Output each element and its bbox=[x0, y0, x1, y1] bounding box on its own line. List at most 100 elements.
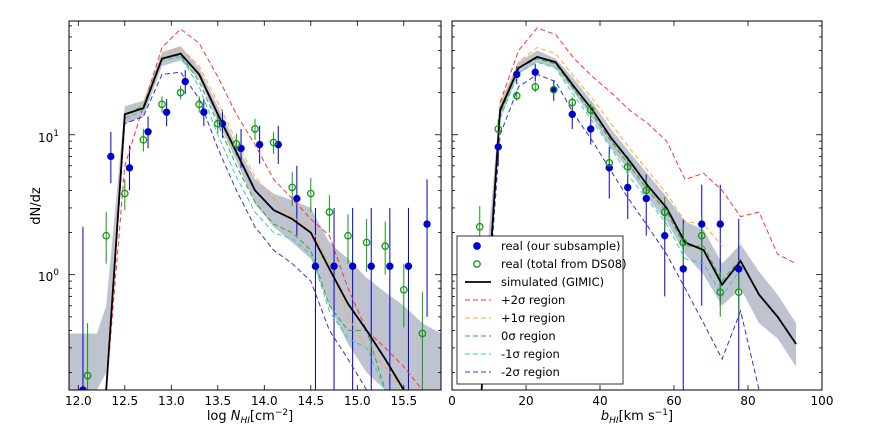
green-point bbox=[102, 231, 111, 240]
series-simulated-gimic bbox=[105, 52, 405, 390]
green-point bbox=[288, 183, 297, 192]
blue-point bbox=[735, 265, 743, 273]
blue-point bbox=[698, 220, 706, 228]
xtick-label: 20 bbox=[518, 394, 533, 408]
blue-point bbox=[367, 262, 375, 270]
green-point bbox=[269, 138, 278, 147]
xtick-label: 14.5 bbox=[297, 394, 324, 408]
green-point bbox=[381, 242, 390, 250]
blue-point bbox=[107, 152, 115, 161]
sigma-band bbox=[481, 50, 797, 390]
green-point bbox=[531, 82, 540, 91]
legend-label: -1σ region bbox=[501, 347, 560, 361]
green-point bbox=[549, 85, 558, 94]
green-point bbox=[475, 222, 484, 231]
green-point bbox=[660, 208, 669, 216]
green-point bbox=[344, 231, 352, 240]
blue-point bbox=[716, 220, 724, 228]
left-panel-frame bbox=[68, 20, 442, 391]
blue-point bbox=[237, 144, 245, 153]
blue-point bbox=[531, 68, 539, 76]
series--2-region bbox=[481, 73, 760, 390]
blue-point bbox=[330, 262, 338, 270]
legend-label: 0σ region bbox=[501, 329, 556, 343]
blue-point bbox=[386, 262, 394, 270]
green-point bbox=[623, 162, 632, 171]
legend-label: -2σ region bbox=[501, 365, 560, 379]
blue-point bbox=[348, 262, 357, 270]
blue-point bbox=[144, 128, 152, 136]
left-x-axis-label: log NHI[cm−2] bbox=[207, 408, 293, 426]
green-point bbox=[605, 158, 614, 167]
ytick-label-0: 100 bbox=[38, 268, 59, 284]
xtick-label: 80 bbox=[740, 394, 755, 408]
legend: real (our subsample) real (total from DS0… bbox=[456, 235, 627, 385]
xtick-label: 0 bbox=[448, 394, 456, 408]
blue-point bbox=[311, 262, 320, 270]
legend-label: +1σ region bbox=[501, 311, 565, 325]
xtick-label: 15.5 bbox=[390, 394, 417, 408]
xtick-label: 13.0 bbox=[158, 394, 185, 408]
green-point bbox=[306, 189, 315, 198]
legend-marker bbox=[473, 242, 481, 250]
green-point bbox=[418, 329, 427, 338]
green-point bbox=[195, 100, 204, 109]
series-simulated-gimic bbox=[480, 55, 797, 390]
xtick-label: 14.0 bbox=[251, 394, 278, 408]
legend-label: real (total from DS08) bbox=[501, 257, 627, 271]
green-point bbox=[139, 135, 148, 144]
legend-box bbox=[456, 235, 624, 385]
blue-point bbox=[125, 164, 134, 172]
green-point bbox=[734, 288, 743, 297]
xtick-label: 60 bbox=[666, 394, 681, 408]
ytick-label-1: 101 bbox=[38, 129, 59, 145]
green-point bbox=[494, 125, 503, 133]
sigma-band bbox=[69, 46, 441, 390]
blue-point bbox=[568, 110, 576, 119]
green-point bbox=[362, 238, 371, 247]
series--1-region bbox=[105, 56, 386, 390]
green-point bbox=[325, 208, 334, 216]
green-point bbox=[213, 119, 222, 128]
series--2-region bbox=[105, 28, 423, 390]
y-axis-label: dN/dz bbox=[29, 187, 44, 225]
xtick-label: 12.0 bbox=[65, 394, 92, 408]
green-point bbox=[642, 186, 651, 195]
blue-point bbox=[293, 194, 301, 203]
green-point bbox=[568, 98, 577, 107]
green-point bbox=[679, 238, 688, 247]
right-x-axis-label: bHI[km s−1] bbox=[601, 408, 673, 426]
legend-label: simulated (GIMIC) bbox=[501, 275, 604, 289]
xtick-label: 12.5 bbox=[111, 394, 138, 408]
xtick-label: 15.0 bbox=[344, 394, 371, 408]
legend-marker bbox=[473, 260, 481, 268]
blue-point bbox=[661, 231, 669, 240]
blue-point bbox=[513, 70, 521, 79]
green-point bbox=[158, 100, 166, 109]
green-point bbox=[716, 288, 725, 297]
xtick-label: 100 bbox=[811, 394, 834, 408]
green-point bbox=[586, 106, 595, 114]
blue-point bbox=[624, 183, 632, 192]
blue-point bbox=[494, 143, 502, 151]
xtick-label: 13.5 bbox=[204, 394, 231, 408]
series--2-region bbox=[105, 71, 368, 390]
right-panel: 0 20 40 60 80 100 bHI[km s−1] bbox=[448, 20, 834, 426]
blue-point bbox=[423, 220, 431, 228]
xtick-label: 40 bbox=[592, 394, 607, 408]
green-point bbox=[176, 88, 185, 97]
green-point bbox=[83, 371, 92, 380]
legend-label: real (our subsample) bbox=[501, 239, 621, 253]
blue-point bbox=[404, 262, 413, 270]
blue-point bbox=[162, 108, 171, 116]
series--1-region bbox=[481, 46, 723, 390]
right-panel-frame bbox=[451, 20, 823, 391]
blue-point bbox=[255, 140, 264, 149]
blue-point bbox=[642, 194, 650, 203]
blue-point bbox=[200, 108, 208, 116]
green-point bbox=[232, 140, 241, 148]
green-point bbox=[512, 91, 521, 100]
left-panel: 12.0 12.5 13.0 13.5 14.0 14.5 15.0 15.5 log NHI… bbox=[65, 20, 442, 426]
blue-point bbox=[679, 265, 687, 273]
